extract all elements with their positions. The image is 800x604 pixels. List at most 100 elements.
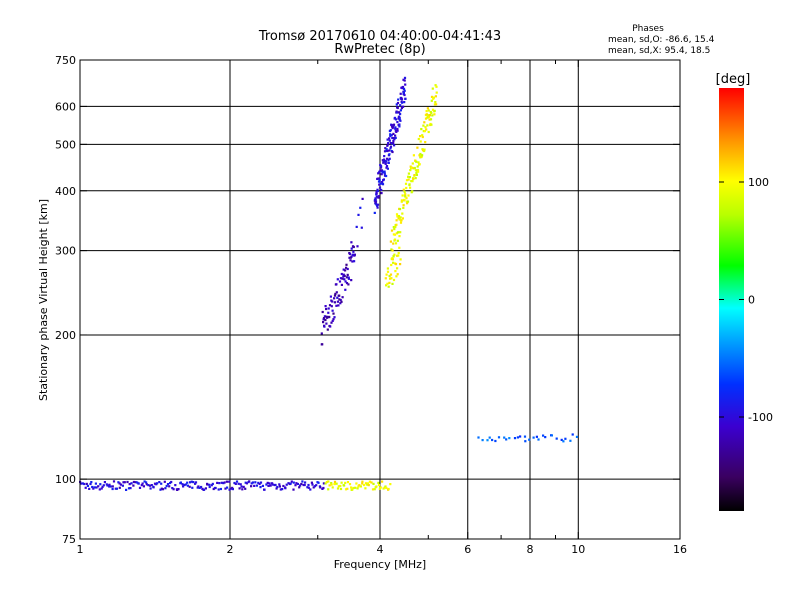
- data-point: [228, 488, 231, 491]
- data-point: [398, 235, 401, 238]
- data-point: [392, 132, 395, 135]
- data-point: [254, 481, 257, 484]
- data-point: [163, 480, 166, 483]
- data-point: [129, 487, 132, 490]
- data-point: [423, 149, 426, 153]
- data-point: [417, 137, 420, 141]
- data-point: [132, 484, 135, 487]
- data-point: [387, 161, 390, 164]
- data-point: [285, 483, 288, 486]
- data-point: [396, 273, 399, 276]
- data-point: [428, 115, 431, 118]
- data-point: [433, 109, 436, 112]
- y-tick-label: 200: [55, 329, 76, 342]
- data-point: [290, 480, 293, 483]
- data-point: [379, 169, 382, 172]
- data-point: [210, 484, 213, 487]
- data-point: [424, 126, 427, 129]
- data-point: [223, 481, 226, 484]
- data-point: [435, 91, 438, 94]
- data-point: [322, 317, 326, 320]
- data-point: [317, 481, 320, 484]
- data-point: [109, 485, 112, 488]
- data-point: [384, 147, 387, 150]
- data-point: [399, 263, 402, 266]
- data-point: [373, 488, 376, 491]
- data-point: [255, 484, 258, 487]
- data-point: [408, 183, 411, 186]
- data-point: [503, 436, 506, 439]
- data-point: [330, 321, 333, 324]
- data-point: [396, 239, 399, 242]
- data-point: [391, 150, 394, 154]
- data-point: [396, 215, 399, 218]
- data-point: [284, 487, 287, 490]
- data-point: [350, 279, 353, 282]
- data-point: [406, 200, 410, 203]
- data-point: [402, 105, 405, 108]
- data-point: [393, 233, 397, 236]
- data-point: [375, 195, 378, 198]
- data-point: [320, 332, 323, 335]
- data-point: [386, 282, 389, 285]
- data-point: [421, 135, 424, 139]
- data-point: [398, 116, 401, 119]
- y-tick-label: 100: [55, 473, 76, 486]
- data-point: [425, 113, 428, 116]
- data-point: [385, 486, 388, 490]
- data-point: [339, 277, 342, 280]
- y-tick-label: 600: [55, 100, 76, 113]
- data-point: [336, 278, 339, 281]
- data-point: [101, 485, 104, 488]
- data-point: [177, 488, 180, 491]
- data-point: [352, 250, 355, 253]
- data-point: [388, 153, 391, 156]
- data-point: [128, 483, 131, 486]
- data-point: [343, 484, 346, 487]
- data-point: [189, 481, 192, 484]
- x-tick-label: 1: [77, 543, 84, 556]
- data-point: [108, 483, 111, 486]
- data-point: [93, 486, 96, 489]
- data-point: [391, 136, 394, 140]
- data-point: [351, 253, 354, 256]
- data-point: [342, 268, 345, 271]
- data-point: [251, 481, 254, 484]
- data-point: [206, 483, 209, 486]
- data-point: [402, 87, 406, 90]
- data-point: [83, 482, 86, 486]
- data-point: [387, 285, 390, 288]
- data-point: [389, 240, 392, 243]
- data-point: [359, 485, 362, 488]
- data-point: [392, 261, 395, 264]
- data-point: [311, 483, 314, 486]
- data-point: [408, 176, 411, 179]
- data-point: [85, 482, 88, 485]
- data-point: [396, 127, 399, 131]
- data-point: [395, 130, 398, 133]
- data-point: [409, 169, 412, 172]
- data-point: [395, 223, 398, 226]
- data-point: [340, 283, 343, 286]
- data-point: [336, 300, 339, 303]
- data-point: [344, 280, 347, 283]
- data-point: [555, 437, 558, 440]
- data-point: [381, 159, 384, 162]
- data-point: [92, 487, 95, 490]
- data-point: [393, 144, 396, 147]
- data-point: [524, 440, 527, 443]
- data-point: [402, 78, 405, 81]
- data-point: [353, 260, 356, 263]
- data-point: [261, 484, 264, 487]
- data-point: [226, 486, 229, 489]
- data-point: [203, 488, 206, 491]
- data-point: [435, 85, 438, 88]
- data-point: [404, 195, 407, 198]
- data-point: [562, 440, 565, 443]
- data-point: [407, 194, 410, 197]
- data-point: [389, 277, 392, 280]
- data-point: [281, 488, 284, 491]
- data-point: [348, 483, 352, 486]
- data-point: [398, 208, 402, 211]
- data-point: [301, 480, 304, 483]
